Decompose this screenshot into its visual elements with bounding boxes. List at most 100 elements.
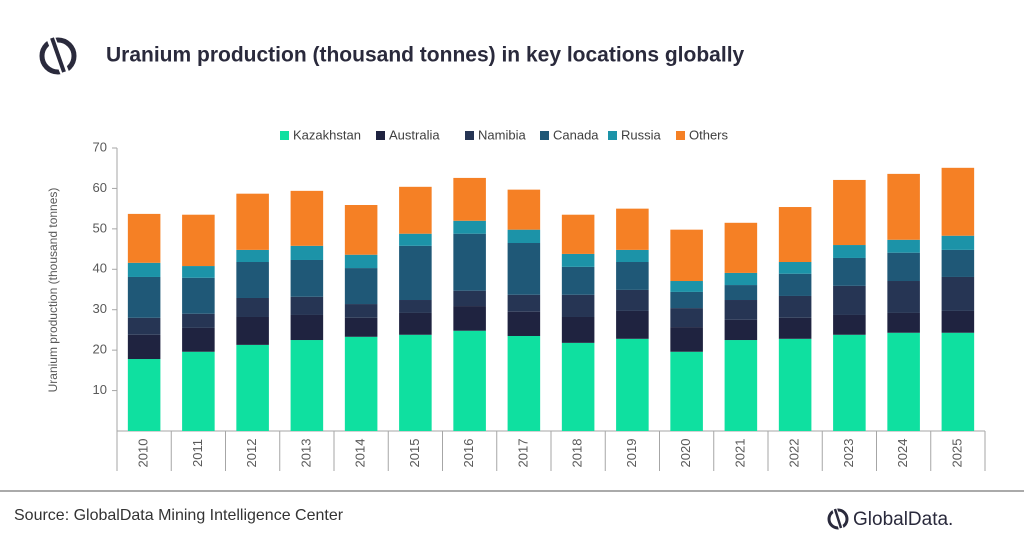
- bar-segment: [941, 276, 975, 311]
- chart-title: Uranium production (thousand tonnes) in …: [106, 44, 745, 67]
- bar-segment: [453, 220, 486, 234]
- y-tick-label: 20: [93, 342, 107, 357]
- legend-label: Australia: [389, 127, 440, 142]
- x-tick-label: 2016: [461, 439, 476, 468]
- x-tick-label: 2011: [190, 439, 205, 467]
- bar-segment: [453, 306, 486, 331]
- bar-segment: [724, 272, 758, 286]
- bar-segment: [127, 359, 161, 431]
- bar-segment: [778, 273, 812, 296]
- legend-swatch: [280, 131, 289, 140]
- x-tick-label: 2014: [353, 439, 368, 468]
- bar-segment: [453, 233, 486, 291]
- bar-segment: [236, 344, 269, 431]
- source: Source: GlobalData Mining Intelligence C…: [14, 507, 344, 524]
- bar-segment: [290, 259, 324, 297]
- bar-segment: [399, 186, 432, 234]
- bar-segment: [724, 319, 758, 341]
- bar-segment: [778, 207, 812, 263]
- legend-swatch: [540, 131, 549, 140]
- bar-segment: [670, 308, 703, 328]
- bar-segment: [670, 327, 703, 352]
- bar-segment: [236, 262, 269, 298]
- legend-swatch: [608, 131, 617, 140]
- bar-segment: [182, 327, 215, 352]
- bar-segment: [399, 300, 432, 313]
- bar-segment: [290, 296, 324, 315]
- bar-segment: [507, 294, 541, 312]
- bar-segment: [778, 295, 812, 318]
- bar-segment: [887, 332, 920, 431]
- bar-segment: [670, 291, 703, 309]
- bar-segment: [561, 266, 595, 295]
- bar-segment: [507, 311, 541, 336]
- bar-segment: [724, 222, 758, 273]
- bar-segment: [507, 335, 541, 431]
- bar-segment: [724, 340, 758, 431]
- title-icon: [39, 34, 77, 78]
- bar-segment: [290, 245, 324, 260]
- bar-segment: [290, 190, 324, 246]
- bar-segment: [127, 276, 161, 318]
- x-tick-label: 2013: [298, 439, 313, 468]
- bar-segment: [236, 316, 269, 345]
- bar-segment: [887, 252, 920, 282]
- bar-segment: [616, 289, 649, 311]
- bar-segment: [833, 245, 866, 258]
- bar-segment: [507, 243, 541, 295]
- x-tick-label: 2012: [244, 439, 259, 468]
- bar-segment: [616, 208, 649, 250]
- bar-segment: [887, 312, 920, 333]
- legend-swatch: [465, 131, 474, 140]
- x-tick-label: 2017: [515, 439, 530, 468]
- y-tick-label: 30: [93, 301, 107, 316]
- bar-segment: [778, 262, 812, 274]
- y-tick-label: 50: [93, 220, 107, 235]
- bar-segment: [507, 229, 541, 244]
- legend-swatch: [376, 131, 385, 140]
- legend-label: Russia: [621, 127, 662, 142]
- bar-segment: [561, 294, 595, 317]
- x-tick-label: 2015: [407, 439, 422, 468]
- bar-segment: [887, 239, 920, 253]
- bar-segment: [399, 334, 432, 431]
- bar-segment: [236, 193, 269, 250]
- y-tick-label: 60: [93, 180, 107, 195]
- bar-segment: [616, 262, 649, 290]
- bar-segment: [290, 340, 324, 431]
- bar-segment: [941, 332, 975, 431]
- y-tick-label: 40: [93, 261, 107, 276]
- legend-label: Namibia: [478, 127, 526, 142]
- bar-segment: [616, 338, 649, 431]
- bar-segment: [670, 281, 703, 292]
- x-tick-label: 2019: [624, 439, 639, 468]
- bar-segment: [724, 300, 758, 320]
- x-tick-label: 2025: [949, 439, 964, 468]
- bar-segment: [616, 249, 649, 263]
- bar-segment: [453, 290, 486, 307]
- bar-segment: [778, 317, 812, 339]
- bar-segment: [290, 314, 324, 341]
- bar-segment: [941, 310, 975, 333]
- x-tick-label: 2018: [570, 439, 585, 468]
- legend-label: Others: [689, 127, 729, 142]
- bar-segment: [236, 297, 269, 317]
- bar-segment: [399, 233, 432, 246]
- bar-segment: [561, 316, 595, 343]
- bar-segment: [127, 334, 161, 360]
- bar-segment: [182, 313, 215, 328]
- bar-segment: [399, 312, 432, 335]
- bar-segment: [833, 285, 866, 315]
- bar-segment: [561, 342, 595, 431]
- y-tick-label: 10: [93, 382, 107, 397]
- bar-segment: [182, 266, 215, 278]
- bar-segment: [507, 189, 541, 230]
- bar-segment: [344, 336, 378, 431]
- bar-segment: [941, 167, 975, 236]
- bar-segment: [616, 310, 649, 339]
- y-axis-label: Uranium production (thousand tonnes): [46, 188, 60, 393]
- bar-segment: [182, 351, 215, 431]
- brand-icon: [827, 506, 849, 532]
- bar-segment: [941, 249, 975, 277]
- bar-segment: [833, 179, 866, 246]
